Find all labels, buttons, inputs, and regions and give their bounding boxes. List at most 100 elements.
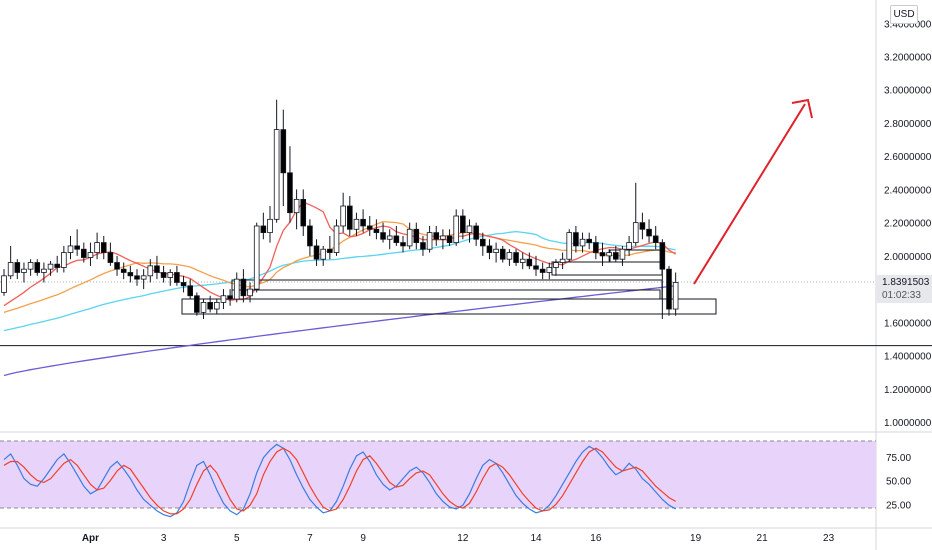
candle-down[interactable] — [400, 242, 406, 247]
candle-down[interactable] — [593, 242, 599, 253]
time-axis[interactable]: Apr 3 5 7 9 12 14 16 19 21 23 — [82, 533, 835, 544]
candle-down[interactable] — [652, 235, 659, 243]
candle-up[interactable] — [672, 282, 679, 310]
candle-up[interactable] — [426, 232, 433, 250]
candle-up[interactable] — [147, 265, 154, 277]
candle-down[interactable] — [433, 232, 440, 240]
candle-down[interactable] — [327, 248, 333, 253]
candle-up[interactable] — [87, 252, 94, 258]
candle-down[interactable] — [573, 232, 579, 247]
candle-up[interactable] — [553, 262, 559, 268]
candle-down[interactable] — [420, 242, 426, 250]
candle-up[interactable] — [619, 248, 626, 260]
candle-up[interactable] — [559, 258, 566, 263]
candle-down[interactable] — [659, 242, 666, 270]
candle-up[interactable] — [519, 258, 526, 263]
candle-up[interactable] — [579, 238, 586, 247]
candle-down[interactable] — [586, 238, 592, 243]
candle-up[interactable] — [353, 218, 360, 230]
candle-down[interactable] — [174, 272, 180, 283]
candle-up[interactable] — [406, 228, 413, 247]
candle-up[interactable] — [632, 222, 639, 243]
candle-down[interactable] — [479, 238, 486, 247]
candle-down[interactable] — [107, 252, 114, 263]
candle-down[interactable] — [373, 228, 380, 234]
candle-up[interactable] — [140, 275, 147, 280]
candle-down[interactable] — [260, 225, 267, 234]
candle-up[interactable] — [233, 278, 240, 300]
zone-rect-3[interactable] — [231, 289, 661, 300]
candle-up[interactable] — [453, 215, 459, 243]
candle-down[interactable] — [646, 228, 652, 237]
candle-down[interactable] — [313, 245, 320, 260]
candle-up[interactable] — [320, 248, 326, 260]
candle-down[interactable] — [194, 295, 200, 313]
candle-up[interactable] — [340, 205, 346, 227]
candle-up[interactable] — [493, 248, 499, 253]
candle-down[interactable] — [74, 245, 80, 250]
candle-down[interactable] — [187, 285, 194, 297]
candle-up[interactable] — [253, 225, 260, 290]
candle-down[interactable] — [393, 235, 400, 243]
candle-down[interactable] — [599, 252, 606, 257]
candle-down[interactable] — [460, 215, 466, 234]
candle-down[interactable] — [366, 225, 373, 230]
candle-down[interactable] — [499, 248, 506, 260]
candle-down[interactable] — [666, 268, 672, 310]
candle-down[interactable] — [207, 301, 213, 310]
candle-down[interactable] — [380, 232, 386, 240]
candle-down[interactable] — [54, 263, 60, 268]
candle-down[interactable] — [300, 198, 307, 227]
candle-down[interactable] — [160, 272, 167, 278]
candle-down[interactable] — [360, 218, 366, 227]
candle-up[interactable] — [41, 268, 47, 273]
candle-up[interactable] — [21, 268, 27, 273]
candle-down[interactable] — [114, 262, 120, 270]
candle-up[interactable] — [1, 275, 7, 293]
candle-down[interactable] — [280, 129, 287, 174]
candle-up[interactable] — [386, 235, 393, 240]
candle-down[interactable] — [14, 262, 21, 273]
candle-up[interactable] — [606, 252, 612, 257]
price-axis[interactable]: 3.4000000 3.2000000 3.0000000 2.8000000 2.60… — [884, 19, 932, 429]
candle-down[interactable] — [120, 268, 127, 273]
zone-rect-4[interactable] — [551, 261, 663, 276]
candle-down[interactable] — [446, 235, 453, 243]
candle-down[interactable] — [346, 205, 353, 230]
candle-down[interactable] — [134, 275, 140, 280]
candle-up[interactable] — [267, 218, 273, 234]
candle-down[interactable] — [100, 242, 107, 253]
candle-up[interactable] — [94, 242, 100, 253]
candle-up[interactable] — [220, 295, 227, 303]
candle-up[interactable] — [626, 242, 632, 250]
candle-down[interactable] — [533, 265, 539, 270]
candle-down[interactable] — [613, 252, 619, 260]
candle-down[interactable] — [154, 265, 160, 273]
candle-down[interactable] — [486, 245, 493, 253]
candle-up[interactable] — [466, 225, 473, 234]
candle-up[interactable] — [293, 198, 300, 214]
candle-up[interactable] — [213, 301, 220, 310]
candle-down[interactable] — [413, 228, 420, 243]
candle-up[interactable] — [167, 272, 174, 278]
candle-down[interactable] — [307, 225, 313, 247]
candle-up[interactable] — [27, 262, 34, 270]
candle-down[interactable] — [127, 272, 134, 277]
candle-down[interactable] — [287, 172, 293, 214]
target-arrow[interactable] — [693, 103, 806, 285]
candle-down[interactable] — [539, 268, 546, 273]
candle-up[interactable] — [61, 252, 67, 268]
candle-down[interactable] — [240, 278, 247, 297]
candle-down[interactable] — [180, 282, 187, 287]
candle-down[interactable] — [227, 295, 233, 300]
candle-up[interactable] — [566, 232, 573, 260]
candle-down[interactable] — [81, 248, 87, 258]
candle-down[interactable] — [473, 225, 479, 240]
candle-down[interactable] — [526, 258, 533, 267]
candle-up[interactable] — [247, 288, 253, 297]
candle-up[interactable] — [67, 245, 74, 253]
candle-up[interactable] — [200, 301, 207, 313]
candle-up[interactable] — [440, 235, 446, 240]
candle-up[interactable] — [47, 263, 54, 270]
